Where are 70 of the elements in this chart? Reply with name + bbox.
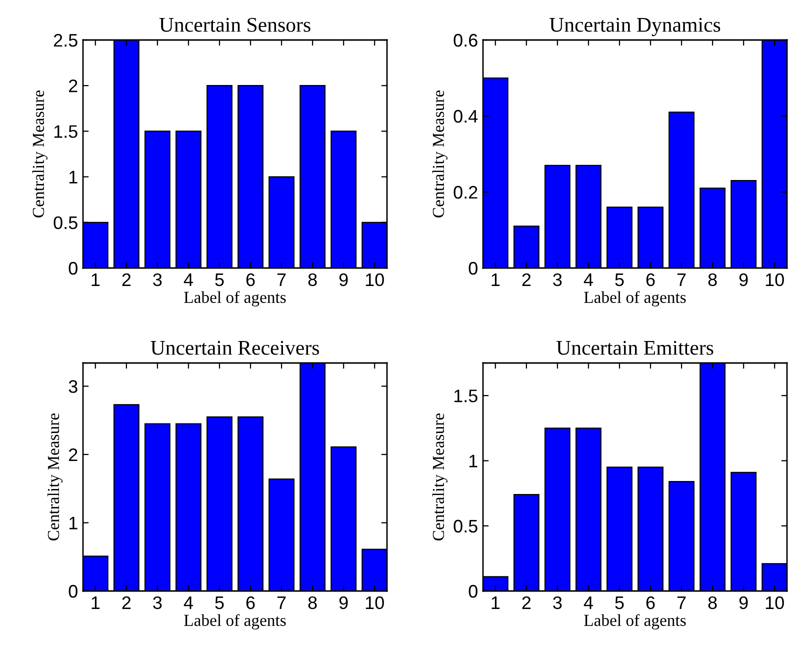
x-tick-label: 4 [184, 596, 193, 609]
y-tick-label: 1.5 [54, 125, 78, 138]
chart-title: Uncertain Sensors [159, 18, 310, 32]
x-axis-title: Label of agents [184, 614, 286, 630]
x-tick-label: 10 [766, 273, 784, 286]
x-tick-label: 1 [492, 596, 500, 609]
x-tick-label: 5 [215, 274, 224, 286]
y-tick-label: 0 [68, 262, 78, 275]
x-tick-label: 6 [646, 596, 655, 610]
x-tick-label: 2 [122, 273, 131, 286]
y-tick-label: 2 [69, 448, 78, 462]
y-tick-label: 0.5 [454, 520, 478, 533]
x-tick-label: 6 [646, 273, 655, 286]
chart-title: Uncertain Emitters [556, 340, 714, 355]
x-tick-label: 4 [584, 274, 593, 286]
x-axis-title: Label of agents [584, 291, 686, 306]
x-tick-label: 3 [153, 273, 162, 286]
x-tick-label: 6 [246, 273, 255, 286]
x-tick-label: 8 [708, 273, 717, 286]
x-tick-label: 9 [739, 273, 748, 286]
x-tick-label: 3 [153, 596, 162, 610]
y-tick-label: 1 [469, 454, 478, 468]
x-tick-label: 3 [553, 273, 562, 286]
x-tick-label: 7 [677, 274, 686, 286]
x-tick-label: 8 [308, 273, 317, 286]
x-tick-label: 7 [277, 274, 286, 286]
x-tick-label: 7 [277, 596, 286, 609]
x-tick-label: 9 [339, 596, 348, 610]
y-tick-label: 2 [69, 80, 78, 92]
x-tick-label: 10 [366, 273, 384, 286]
y-tick-label: 1 [69, 170, 78, 184]
y-tick-label: 0.4 [454, 110, 478, 123]
x-axis-title: Label of agents [184, 291, 286, 306]
x-tick-label: 4 [184, 274, 193, 286]
x-tick-label: 6 [246, 596, 255, 610]
x-tick-label: 10 [366, 596, 384, 610]
y-axis-title: Centrality Measure [432, 90, 448, 218]
y-tick-label: 1 [69, 516, 78, 530]
y-axis-title: Centrality Measure [47, 413, 63, 540]
x-tick-label: 3 [553, 596, 562, 610]
y-tick-label: 0 [468, 262, 478, 275]
x-tick-label: 9 [339, 273, 348, 286]
x-tick-label: 8 [708, 596, 717, 610]
x-tick-label: 1 [492, 274, 500, 286]
x-tick-label: 5 [615, 596, 624, 610]
x-tick-label: 5 [215, 596, 224, 610]
x-tick-label: 2 [522, 596, 531, 609]
x-axis-title: Label of agents [584, 614, 686, 630]
y-axis-title: Centrality Measure [432, 413, 448, 540]
y-tick-label: 0.2 [454, 186, 478, 199]
chart-title: Uncertain Dynamics [550, 18, 720, 36]
x-tick-label: 10 [766, 596, 784, 610]
x-tick-label: 7 [677, 596, 686, 609]
y-axis-title: Centrality Measure [32, 90, 48, 218]
y-tick-label: 1.5 [454, 390, 478, 402]
x-tick-label: 5 [615, 274, 624, 286]
y-tick-label: 2.5 [54, 34, 78, 47]
y-tick-label: 0.6 [454, 34, 478, 47]
x-tick-label: 1 [92, 596, 100, 609]
x-tick-label: 1 [92, 274, 100, 286]
x-tick-label: 9 [739, 596, 748, 610]
y-tick-label: 3 [68, 380, 78, 393]
y-tick-label: 0.5 [54, 216, 78, 230]
y-tick-label: 0 [468, 584, 478, 598]
x-tick-label: 2 [122, 596, 131, 609]
x-tick-label: 8 [308, 596, 317, 610]
chart-title: Uncertain Receivers [150, 340, 319, 355]
x-tick-label: 2 [522, 273, 531, 286]
y-tick-label: 0 [68, 584, 78, 598]
x-tick-label: 4 [584, 596, 593, 609]
